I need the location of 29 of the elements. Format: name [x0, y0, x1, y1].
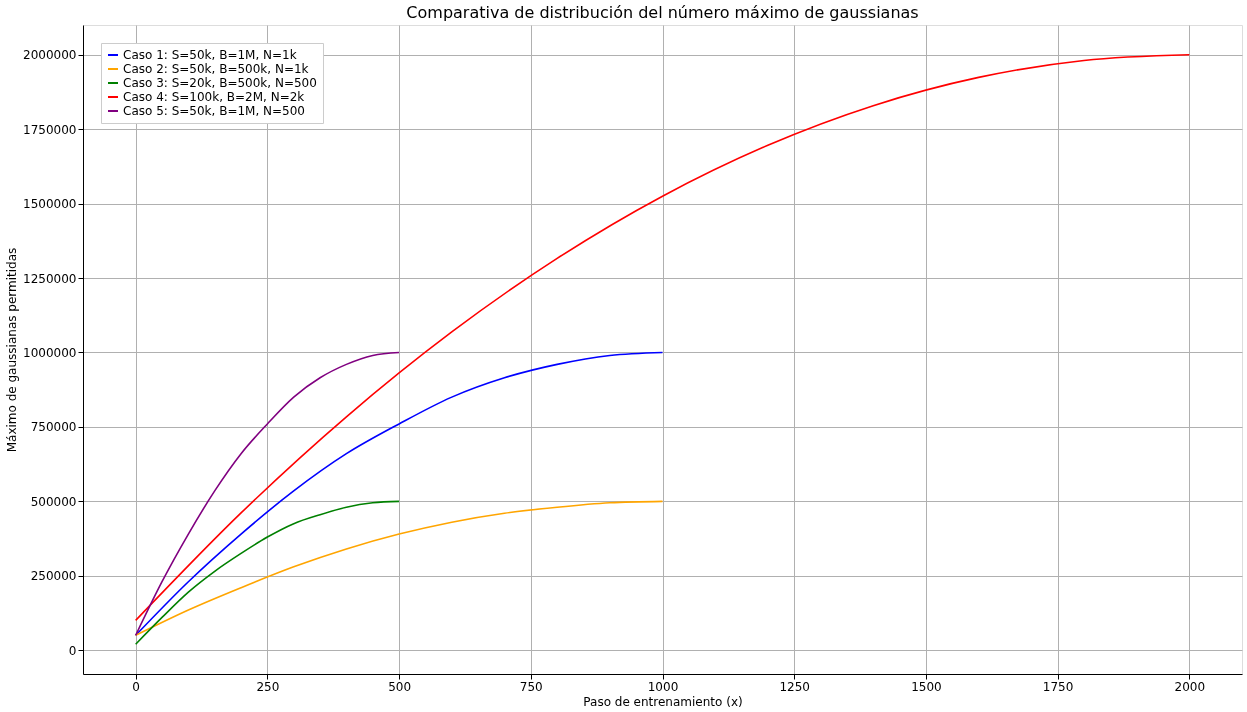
y-tick-label: 2000000 [23, 48, 77, 63]
legend-label: Caso 3: S=20k, B=500k, N=500 [123, 76, 317, 90]
legend-label: Caso 1: S=50k, B=1M, N=1k [123, 48, 297, 62]
y-tick-label: 1500000 [23, 197, 77, 212]
x-tick-label: 2000 [1174, 679, 1206, 694]
x-tick-label: 0 [132, 679, 140, 694]
x-tick-label: 1500 [911, 679, 942, 694]
y-tick-label: 500000 [30, 494, 77, 509]
x-tick-label: 1000 [647, 679, 679, 694]
x-tick-label: 750 [519, 679, 543, 694]
y-axis-title: Máximo de gaussianas permitidas [5, 247, 20, 453]
line-series [134, 500, 664, 637]
y-tick-label: 0 [68, 643, 77, 658]
line-series [134, 351, 400, 637]
x-tick-label: 500 [388, 679, 412, 694]
y-tick-label: 250000 [30, 569, 77, 584]
y-tick-label: 1750000 [23, 122, 77, 137]
y-tick-label: 1000000 [23, 345, 77, 360]
legend-label: Caso 4: S=100k, B=2M, N=2k [123, 90, 305, 104]
x-tick-label: 1750 [1042, 679, 1074, 694]
line-series [134, 500, 400, 646]
x-tick-label: 1250 [779, 679, 810, 694]
chart-title: Comparativa de distribución del número máximo de gaussianas [406, 3, 919, 22]
x-axis-title: Paso de entrenamiento (x) [583, 694, 743, 709]
y-tick-label: 750000 [30, 420, 77, 435]
legend-label: Caso 5: S=50k, B=1M, N=500 [123, 104, 305, 118]
x-tick-label: 250 [256, 679, 280, 694]
y-tick-label: 1250000 [23, 271, 77, 286]
legend-label: Caso 2: S=50k, B=500k, N=1k [123, 62, 309, 76]
